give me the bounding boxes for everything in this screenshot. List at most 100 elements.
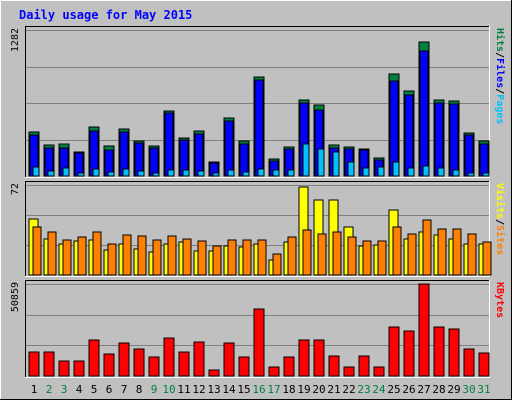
bar-pages-day-26 xyxy=(407,167,415,177)
bar-kbytes-day-12 xyxy=(193,341,205,377)
x-tick-label: 14 xyxy=(222,383,236,396)
bar-kbytes-day-23 xyxy=(358,355,370,377)
x-tick-label: 24 xyxy=(372,383,386,396)
bar-sites-day-25 xyxy=(392,226,402,276)
x-tick-label: 21 xyxy=(327,383,340,396)
bar-pages-day-12 xyxy=(197,170,205,177)
x-tick-label: 1 xyxy=(31,383,38,396)
bar-sites-day-16 xyxy=(257,239,267,276)
panel-top-legend: Hits/Files/Pages xyxy=(494,28,506,124)
bar-files-day-28 xyxy=(434,102,444,177)
x-tick-label: 10 xyxy=(162,383,175,396)
bar-sites-day-18 xyxy=(287,236,297,276)
bar-sites-day-29 xyxy=(452,228,462,276)
bar-sites-day-15 xyxy=(242,239,252,276)
bar-pages-day-11 xyxy=(182,169,190,177)
bar-files-day-10 xyxy=(164,112,174,177)
x-tick-label: 11 xyxy=(177,383,190,396)
bar-sites-day-1 xyxy=(32,226,42,276)
panel-top-max-label: 1282 xyxy=(10,28,21,52)
x-tick-label: 23 xyxy=(357,383,370,396)
bar-pages-day-15 xyxy=(242,171,250,177)
x-tick-label: 8 xyxy=(136,383,143,396)
chart-title: Daily usage for May 2015 xyxy=(19,8,192,22)
bar-sites-day-4 xyxy=(77,236,87,276)
bar-files-day-29 xyxy=(449,103,459,177)
chart-panels: 1282 Hits/Files/Pages 72 Visits/Sites 50859 K… xyxy=(10,26,506,378)
bar-kbytes-day-6 xyxy=(103,353,115,377)
legend-entry: Files xyxy=(494,58,506,88)
bar-pages-day-21 xyxy=(332,151,340,177)
x-tick-label: 18 xyxy=(282,383,295,396)
panel-middle: 72 Visits/Sites xyxy=(10,181,506,277)
bar-sites-day-19 xyxy=(302,229,312,276)
bar-pages-day-7 xyxy=(122,168,130,177)
panel-middle-max-label: 72 xyxy=(10,183,21,195)
bar-sites-day-17 xyxy=(272,253,282,276)
bar-pages-day-17 xyxy=(272,169,280,177)
bar-pages-day-27 xyxy=(422,165,430,177)
bar-kbytes-day-30 xyxy=(463,348,475,377)
legend-entry: / xyxy=(494,52,505,58)
x-axis-labels: 1 2 3 4 5 6 7 8 9 10 11 12 13 14 15 16 17 18 19 20 21 22 23 24 2… xyxy=(31,383,491,396)
bar-files-day-15 xyxy=(239,143,249,177)
bar-kbytes-day-25 xyxy=(388,326,400,377)
bar-sites-day-14 xyxy=(227,239,237,276)
bar-kbytes-day-20 xyxy=(313,339,325,377)
bar-kbytes-day-15 xyxy=(238,356,250,377)
bar-kbytes-day-9 xyxy=(148,356,160,377)
bar-kbytes-day-24 xyxy=(373,366,385,377)
x-tick-label: 15 xyxy=(237,383,250,396)
x-tick-label: 12 xyxy=(192,383,205,396)
bar-kbytes-day-8 xyxy=(133,348,145,377)
bar-sites-day-3 xyxy=(62,239,72,276)
bar-sites-day-9 xyxy=(152,239,162,276)
bar-sites-day-22 xyxy=(347,236,357,276)
panel-bottom: 50859 KBytes xyxy=(10,280,505,378)
legend-entry: KBytes xyxy=(494,282,505,318)
bar-sites-day-12 xyxy=(197,240,207,276)
panel-bottom-legend: KBytes xyxy=(494,282,505,318)
bar-sites-day-26 xyxy=(407,233,417,276)
x-tick-label: 6 xyxy=(106,383,113,396)
x-tick-label: 4 xyxy=(76,383,83,396)
bar-kbytes-day-14 xyxy=(223,342,235,377)
x-tick-label: 25 xyxy=(387,383,400,396)
x-tick-label: 29 xyxy=(447,383,460,396)
bar-sites-day-27 xyxy=(422,219,432,276)
bar-files-day-9 xyxy=(149,147,159,177)
x-tick-label: 5 xyxy=(91,383,98,396)
bar-sites-day-24 xyxy=(377,240,387,276)
panel-middle-legend: Visits/Sites xyxy=(494,183,506,255)
x-tick-label: 2 xyxy=(46,383,53,396)
bar-kbytes-day-16 xyxy=(253,308,265,377)
bar-sites-day-11 xyxy=(182,238,192,276)
bar-pages-day-29 xyxy=(452,169,460,177)
x-tick-label: 9 xyxy=(151,383,158,396)
bar-files-day-16 xyxy=(254,79,264,177)
bar-pages-day-4 xyxy=(77,172,85,177)
bar-sites-day-13 xyxy=(212,245,222,276)
bar-pages-day-30 xyxy=(467,172,475,177)
panel-top: 1282 Hits/Files/Pages xyxy=(10,26,506,178)
bar-kbytes-day-31 xyxy=(478,352,490,377)
bar-sites-day-7 xyxy=(122,234,132,276)
bar-pages-day-23 xyxy=(362,167,370,177)
bar-kbytes-day-5 xyxy=(88,339,100,377)
bar-files-day-31 xyxy=(479,143,489,177)
bar-kbytes-day-22 xyxy=(343,366,355,377)
bar-sites-day-30 xyxy=(467,233,477,276)
bar-kbytes-day-28 xyxy=(433,326,445,377)
bar-sites-day-23 xyxy=(362,240,372,276)
x-tick-label: 19 xyxy=(297,383,310,396)
bar-sites-day-28 xyxy=(437,228,447,276)
bar-kbytes-day-11 xyxy=(178,351,190,377)
legend-entry: Pages xyxy=(494,94,505,124)
x-tick-label: 27 xyxy=(417,383,430,396)
x-tick-label: 20 xyxy=(312,383,325,396)
legend-entry: / xyxy=(494,88,505,94)
bar-kbytes-day-10 xyxy=(163,337,175,377)
bar-pages-day-22 xyxy=(347,161,355,177)
bar-files-day-12 xyxy=(194,133,204,177)
bar-pages-day-14 xyxy=(227,169,235,177)
